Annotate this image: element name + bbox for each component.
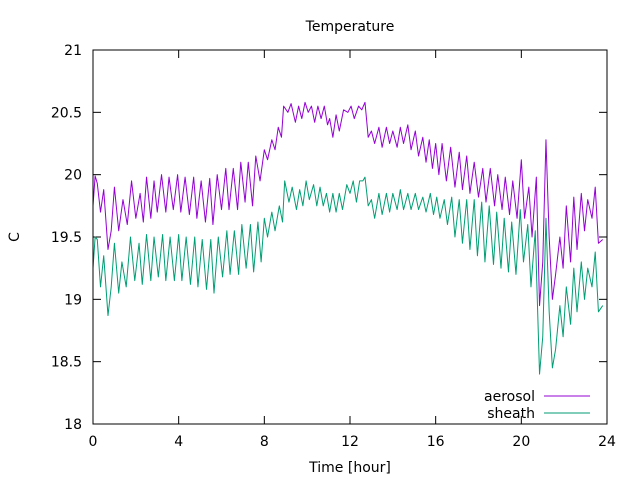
y-tick-label: 18 (64, 417, 82, 433)
legend-label-aerosol: aerosol (484, 389, 535, 405)
series-line-aerosol (92, 101, 604, 307)
x-tick-label: 4 (174, 434, 183, 450)
x-tick-label: 8 (260, 434, 269, 450)
x-tick-label: 24 (598, 434, 616, 450)
x-axis-label: Time [hour] (308, 460, 391, 476)
y-tick-label: 20 (64, 168, 82, 184)
x-tick-label: 0 (89, 434, 98, 450)
x-tick-label: 16 (427, 434, 445, 450)
y-tick-label: 19.5 (51, 230, 82, 246)
y-tick-label: 21 (64, 43, 82, 59)
x-tick-label: 12 (341, 434, 359, 450)
series-lines (92, 101, 604, 375)
y-tick-label: 20.5 (51, 105, 82, 121)
x-tick-label: 20 (512, 434, 530, 450)
plot-frame (92, 49, 608, 425)
chart-title: Temperature (305, 19, 395, 35)
y-axis-label: C (7, 232, 23, 242)
legend-label-sheath: sheath (487, 406, 535, 422)
series-line-sheath (92, 176, 604, 375)
y-tick-label: 19 (64, 292, 82, 308)
y-tick-label: 18.5 (51, 355, 82, 371)
